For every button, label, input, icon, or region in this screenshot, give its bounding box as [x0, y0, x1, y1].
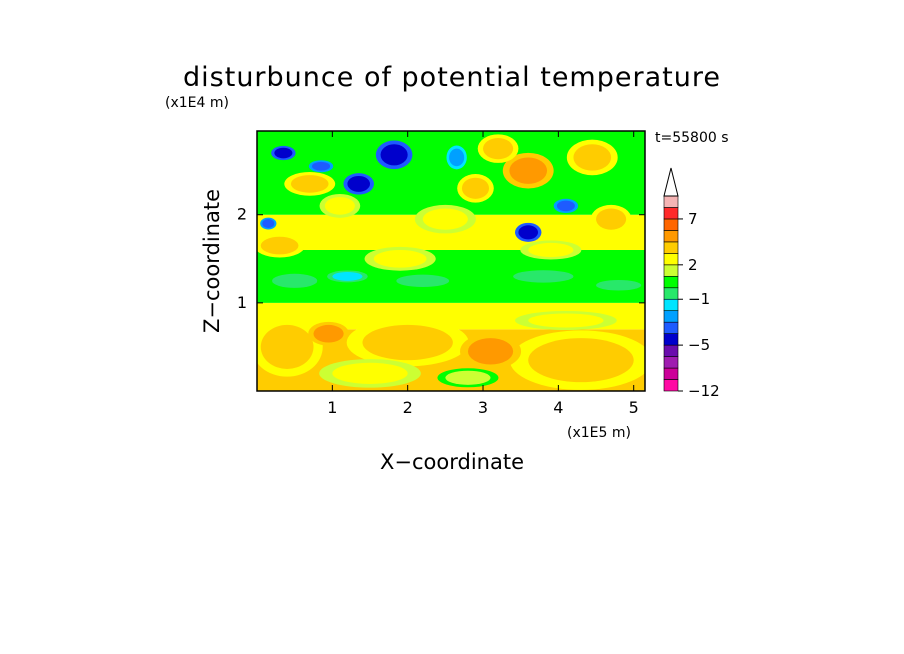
field-blob: [271, 145, 296, 161]
field-blob: [509, 330, 645, 390]
colorbar-swatch: [663, 230, 679, 243]
colorbar: 7 2 −1 −5 −12: [663, 167, 720, 400]
colorbar-swatch: [663, 195, 679, 208]
y-tick-label: 1: [237, 293, 247, 312]
colorbar-tick-label: 2: [688, 256, 698, 274]
field-blob: [457, 174, 494, 203]
x-axis-label: X−coordinate: [380, 450, 524, 474]
field-blob: [257, 317, 323, 377]
colorbar-swatch: [663, 218, 679, 231]
chart-title: disturbunce of potential temperature: [183, 62, 721, 93]
field-blob: [327, 270, 368, 283]
colorbar-swatch: [663, 333, 679, 346]
field-blob: [414, 204, 476, 234]
field-blob: [343, 173, 374, 195]
colorbar-swatch: [663, 367, 679, 380]
colorbar-swatch: [663, 241, 679, 254]
field-blob: [264, 271, 326, 291]
field-blob: [346, 318, 469, 367]
field-blob: [477, 134, 519, 163]
field-blob: [590, 204, 632, 234]
colorbar-tick-label: −1: [688, 290, 710, 308]
colorbar-over-arrow: [663, 167, 679, 197]
colorbar-swatch: [663, 344, 679, 357]
colorbar-swatch: [663, 321, 679, 334]
colorbar-swatch: [663, 310, 679, 323]
field-blob: [520, 240, 582, 260]
field-blob: [308, 321, 349, 346]
field-blob: [502, 268, 584, 285]
field-blob: [446, 145, 467, 170]
colorbar-swatch: [663, 356, 679, 369]
colorbar-tick-label: −12: [688, 382, 720, 400]
field-blob: [284, 171, 336, 196]
field-blob: [553, 198, 579, 214]
field-blob: [566, 139, 618, 176]
colorbar-tick-label: −5: [688, 336, 710, 354]
field-blob: [515, 310, 617, 331]
field-blob: [319, 359, 421, 388]
plot-frame: [256, 130, 646, 392]
x-tick-label: 1: [327, 398, 337, 417]
y-axis-label: Z−coordinate: [200, 189, 224, 333]
colorbar-swatch: [663, 253, 679, 266]
colorbar-swatch: [663, 275, 679, 289]
field-blob: [308, 160, 334, 173]
y-unit-label: (x1E4 m): [165, 95, 229, 111]
field-blob: [364, 246, 436, 271]
x-unit-label: (x1E5 m): [567, 425, 631, 441]
field-blob: [460, 333, 522, 370]
field-blob: [260, 217, 277, 230]
field-blob: [387, 272, 459, 290]
field-blob: [515, 222, 542, 242]
y-axis: 12: [237, 205, 645, 312]
y-tick-label: 2: [237, 205, 247, 224]
x-tick-label: 2: [403, 398, 413, 417]
x-axis: 1 2 3 4 5: [327, 131, 639, 417]
x-tick-label: 4: [553, 398, 563, 417]
field-blob: [257, 233, 306, 258]
field-blob: [588, 278, 645, 293]
colorbar-swatch: [663, 379, 679, 392]
x-tick-label: 5: [629, 398, 639, 417]
colorbar-swatch: [663, 207, 679, 220]
field-blob: [319, 194, 361, 218]
field-blob: [502, 152, 554, 189]
field-blob: [375, 140, 413, 170]
colorbar-swatch: [663, 298, 679, 312]
field-blob: [437, 368, 499, 388]
time-label: t=55800 s: [655, 130, 729, 146]
colorbar-swatch: [663, 264, 679, 277]
heatmap-field: [257, 131, 645, 391]
colorbar-tick-label: 7: [688, 210, 698, 228]
colorbar-swatch: [663, 287, 679, 300]
x-tick-label: 3: [478, 398, 488, 417]
